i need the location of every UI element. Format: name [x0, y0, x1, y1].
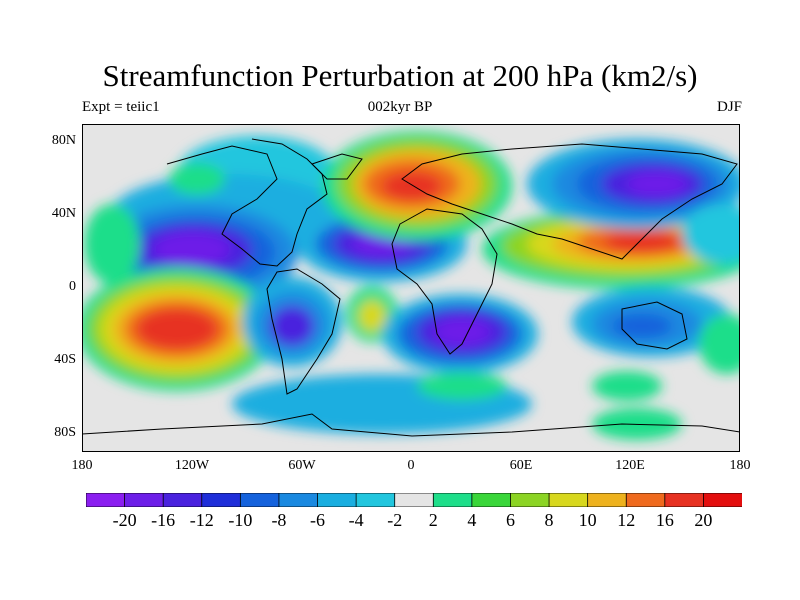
period-label: 002kyr BP [367, 99, 433, 115]
colorbar-tick-label: -16 [151, 510, 176, 530]
colorbar-tick-label: -8 [271, 510, 287, 530]
antarctica-coast [82, 413, 740, 437]
colorbar-swatch [548, 493, 589, 507]
field-region [154, 232, 230, 266]
colorbar-swatch [162, 493, 203, 507]
lon-label-180w: 180 [71, 458, 93, 473]
colorbar-tick-label: 4 [467, 510, 477, 530]
australia-coast [621, 301, 688, 350]
field-region [627, 172, 687, 196]
lon-label-180e: 180 [729, 458, 751, 473]
lat-label-40n: 40N [51, 206, 76, 221]
lon-label-60w: 60W [288, 458, 316, 473]
field-region [358, 300, 386, 332]
colorbar-swatch [394, 493, 435, 507]
colorbar-tick-label: 10 [578, 510, 597, 530]
map-frame [82, 124, 740, 452]
map-title: Streamfunction Perturbation at 200 hPa (… [102, 58, 698, 93]
field-region [682, 204, 740, 264]
colorbar-swatch [278, 493, 319, 507]
lon-label-0: 0 [407, 458, 415, 473]
colorbar-tick-label: -4 [348, 510, 364, 530]
field-region [382, 172, 442, 200]
colorbar-swatch [664, 493, 705, 507]
colorbar-tick-label: -2 [387, 510, 403, 530]
field-region [169, 163, 225, 195]
colorbar-swatch [625, 493, 666, 507]
field-region [137, 309, 217, 349]
field-region [699, 314, 740, 374]
colorbar-swatch [587, 493, 628, 507]
experiment-label: Expt = teiic1 [82, 99, 160, 115]
field-region [612, 314, 672, 338]
lon-label-120w: 120W [174, 458, 210, 473]
streamfunction-map [82, 124, 740, 452]
colorbar-tick-label: -12 [189, 510, 214, 530]
field-region [417, 372, 507, 400]
colorbar-swatch [471, 493, 512, 507]
field-region [84, 204, 140, 284]
coastlines [82, 138, 740, 437]
lat-label-0: 0 [69, 279, 76, 294]
colorbar [86, 493, 742, 507]
colorbar-swatch [317, 493, 358, 507]
lat-label-80s: 80S [54, 425, 76, 440]
field-region [604, 232, 680, 252]
lon-label-120e: 120E [615, 458, 645, 473]
colorbar-tick-label: 20 [694, 510, 713, 530]
colorbar-tick-label: -6 [310, 510, 326, 530]
colorbar-swatch [432, 493, 473, 507]
colorbar-swatch [86, 493, 126, 507]
colorbar-tick-label: 2 [428, 510, 438, 530]
field-region [434, 318, 490, 346]
colorbar-tick-label: -10 [228, 510, 253, 530]
colorbar-tick-label: 16 [655, 510, 674, 530]
season-label: DJF [716, 99, 742, 115]
colorbar-swatch [239, 493, 280, 507]
colorbar-swatch [355, 493, 396, 507]
colorbar-tick-label: 8 [544, 510, 554, 530]
colorbar-swatch [124, 493, 165, 507]
lat-label-40s: 40S [54, 352, 76, 367]
colorbar-tick-label: 6 [505, 510, 515, 530]
south-america-coast [266, 268, 341, 395]
field-region [592, 371, 662, 401]
africa-coast [391, 208, 498, 355]
field-region [270, 306, 314, 346]
colorbar-swatch [510, 493, 550, 507]
colorbar-tick-label: 12 [617, 510, 636, 530]
colorbar-tick-label: -20 [112, 510, 137, 530]
colorbar-swatch [703, 493, 742, 507]
lon-label-60e: 60E [509, 458, 533, 473]
eurasia-coast [401, 143, 738, 260]
greenland-coast [311, 153, 363, 180]
colorbar-swatch [201, 493, 242, 507]
lat-label-80n: 80N [51, 133, 76, 148]
